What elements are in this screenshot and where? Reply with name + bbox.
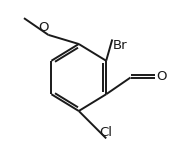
Text: Cl: Cl: [100, 126, 113, 139]
Text: Br: Br: [113, 39, 128, 52]
Text: O: O: [156, 70, 167, 83]
Text: O: O: [39, 21, 49, 34]
